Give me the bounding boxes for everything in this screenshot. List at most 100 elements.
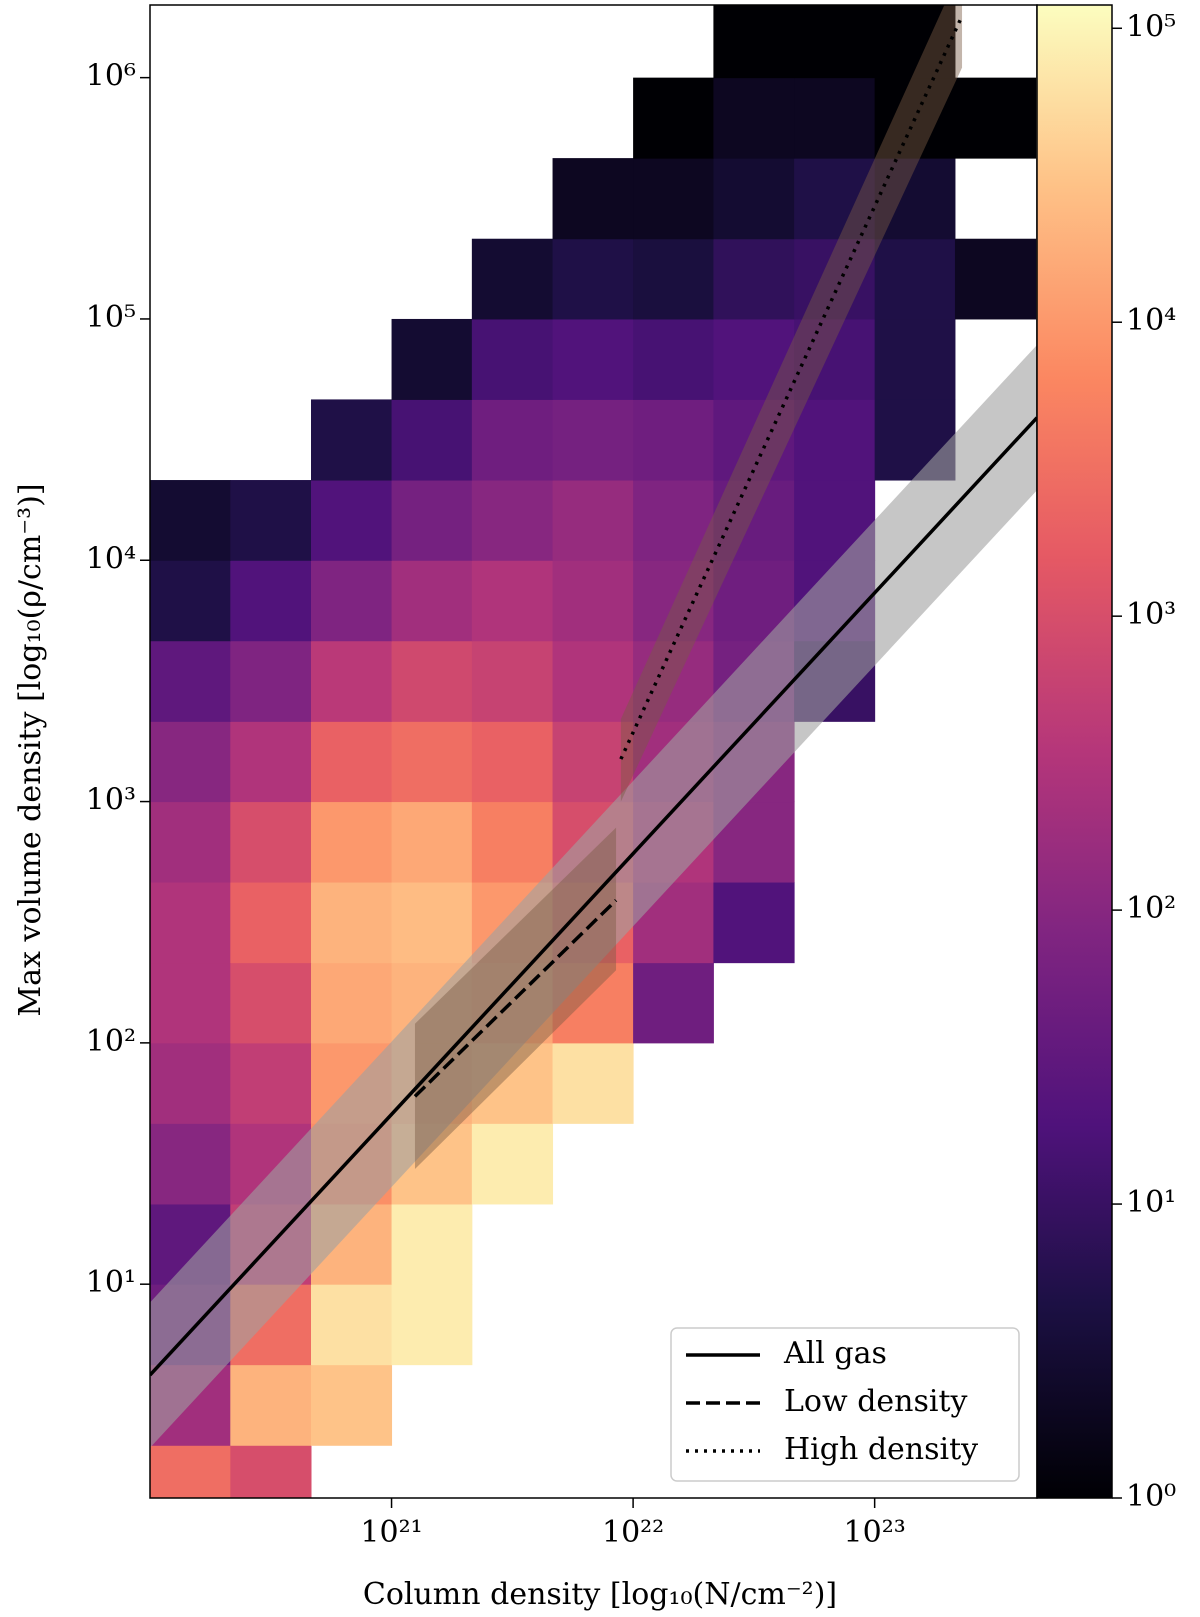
- fit-line: [619, 15, 964, 760]
- heatmap-cell: [230, 1445, 312, 1498]
- heatmap-cell: [150, 962, 231, 1044]
- heatmap-cell: [471, 399, 554, 481]
- colorbar-tick-label: 10⁵: [1126, 9, 1176, 44]
- heatmap-cell: [713, 480, 795, 561]
- legend-label: High density: [784, 1432, 978, 1467]
- heatmap-cell: [552, 238, 634, 320]
- heatmap-cell: [310, 640, 393, 722]
- heatmap-cell: [150, 480, 231, 561]
- heatmap-cell: [552, 158, 634, 240]
- heatmap-cell: [471, 801, 554, 883]
- heatmap-cell: [471, 721, 554, 803]
- heatmap-cell: [310, 399, 393, 481]
- heatmap-cell: [310, 721, 393, 803]
- y-tick-label: 10²: [86, 1024, 136, 1059]
- heatmap-cell: [391, 399, 473, 481]
- heatmap-cell: [552, 721, 634, 803]
- heatmap-cell: [230, 801, 312, 883]
- heatmap-cell: [391, 1284, 473, 1366]
- heatmap-cell: [633, 318, 714, 400]
- heatmap-cell: [150, 1445, 231, 1498]
- heatmap-cell: [230, 1364, 312, 1446]
- heatmap-cell: [874, 158, 956, 240]
- heatmap-cell: [552, 560, 634, 642]
- x-tick-label: 10²²: [602, 1515, 664, 1550]
- heatmap-cell: [310, 1364, 393, 1446]
- heatmap-cell: [552, 1042, 634, 1124]
- colorbar-tick-label: 10¹: [1126, 1185, 1176, 1220]
- heatmap-cell: [310, 480, 393, 561]
- legend-label: Low density: [784, 1384, 968, 1419]
- fit-line: [150, 416, 1037, 1377]
- heatmap-cell: [633, 158, 714, 240]
- heatmap-cell: [391, 721, 473, 803]
- colorbar-tick-label: 10²: [1126, 891, 1176, 926]
- heatmap-cell: [633, 77, 714, 159]
- heatmap-cell: [391, 480, 473, 561]
- heatmap-cell: [150, 560, 231, 642]
- heatmap-cell: [230, 721, 312, 803]
- heatmap-cell: [471, 238, 554, 320]
- heatmap-cell: [713, 158, 795, 240]
- x-axis-label: Column density [log₁₀(N/cm⁻²)]: [363, 1577, 837, 1612]
- heatmap-cell: [713, 318, 795, 400]
- heatmap-cell: [633, 399, 714, 481]
- fit-band: [620, 5, 963, 802]
- heatmap-cell: [391, 560, 473, 642]
- heatmap-cell: [391, 801, 473, 883]
- heatmap-cell: [310, 560, 393, 642]
- legend-box: [670, 1327, 1020, 1482]
- heatmap-cell: [713, 5, 795, 79]
- y-axis-label: Max volume density [log₁₀(ρ/cm⁻³)]: [13, 483, 48, 1016]
- heatmap-cell: [471, 560, 554, 642]
- heatmap-cell: [310, 1284, 393, 1366]
- plot-area: [150, 5, 1037, 1498]
- heatmap-cell: [310, 962, 393, 1044]
- heatmap-cell: [954, 77, 1037, 159]
- heatmap-cell: [552, 640, 634, 722]
- heatmap-cell: [713, 77, 795, 159]
- x-tick-label: 10²³: [844, 1515, 906, 1550]
- heatmap-cell: [794, 77, 876, 159]
- colorbar: [1036, 4, 1113, 1499]
- heatmap-cell: [391, 1203, 473, 1285]
- heatmap-cell: [230, 560, 312, 642]
- y-tick-label: 10⁵: [86, 300, 136, 335]
- heatmap-cell: [794, 158, 876, 240]
- heatmap-cell: [230, 882, 312, 964]
- heatmap-cell: [310, 801, 393, 883]
- heatmap-cell: [230, 962, 312, 1044]
- heatmap-cell: [874, 5, 956, 79]
- heatmap-cell: [471, 1123, 554, 1205]
- heatmap-cell: [552, 399, 634, 481]
- heatmap-cell: [150, 1042, 231, 1124]
- heatmap-cell: [874, 77, 956, 159]
- heatmap-cell: [713, 399, 795, 481]
- heatmap-cell: [874, 238, 956, 320]
- y-tick-label: 10⁶: [86, 59, 136, 94]
- heatmap-cell: [150, 882, 231, 964]
- heatmap-cell: [633, 480, 714, 561]
- heatmap-cell: [471, 480, 554, 561]
- heatmap-cell: [794, 399, 876, 481]
- heatmap-cell: [230, 1042, 312, 1124]
- fit-line: [413, 898, 618, 1098]
- heatmap-cell: [391, 318, 473, 400]
- heatmap-cell: [713, 882, 795, 964]
- heatmap-cell: [713, 238, 795, 320]
- heatmap-cell: [150, 801, 231, 883]
- heatmap-cell: [150, 640, 231, 722]
- colorbar-tick-label: 10⁰: [1126, 1479, 1176, 1514]
- heatmap-cell: [552, 480, 634, 561]
- heatmap-cell: [633, 238, 714, 320]
- heatmap-cell: [471, 318, 554, 400]
- heatmap-cell: [391, 882, 473, 964]
- heatmap-cell: [633, 560, 714, 642]
- heatmap-cell: [471, 640, 554, 722]
- heatmap-cell: [633, 962, 714, 1044]
- heatmap-cell: [794, 5, 876, 79]
- heatmap-cell: [230, 640, 312, 722]
- heatmap-cell: [794, 238, 876, 320]
- heatmap-cell: [794, 318, 876, 400]
- heatmap-cell: [150, 1123, 231, 1205]
